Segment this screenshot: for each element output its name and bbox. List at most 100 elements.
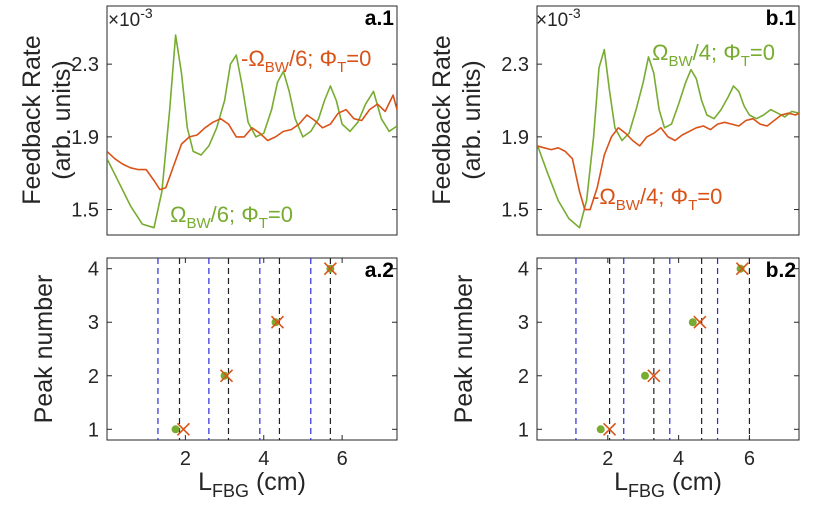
series-annotation-green: ΩBW/6; ΦT=0 [170,202,293,232]
x-tick-label: 2 [180,448,191,470]
panel-label: a.2 [365,259,394,282]
peak-cross [176,422,190,436]
annotation-prefix: Ω [652,40,668,65]
x-axis-label: LFBG (cm) [198,468,306,501]
series-annotation-red: -ΩBW/4; ΦT=0 [592,184,722,214]
peak-cross [270,315,285,329]
x-tick-label: 6 [744,448,755,470]
peak-cross [603,422,617,436]
y-multiplier: ×10-3 [536,5,581,31]
annotation-suffix: =0 [697,184,722,209]
y-axis-label: Feedback Rate(arb. units) [428,35,486,205]
x-axis-label-main: L [198,468,212,496]
peak-dot [220,371,229,380]
x-tick-label: 6 [337,448,348,470]
annotation-prefix: Ω [170,202,186,227]
series-annotation-green: ΩBW/4; ΦT=0 [652,40,775,70]
axes-box [536,257,800,441]
peak-dot [171,425,180,434]
multiplier-base: ×10 [536,10,568,31]
x-tick-label: 4 [673,448,684,470]
series-group [537,48,799,229]
annotation-subscript: BW [668,53,693,70]
peak-cross [647,369,661,383]
x-axis-label-subscript: FBG [212,481,249,501]
annotation-subscript: BW [265,59,290,76]
series-line-red [107,94,397,191]
panel-label: b.1 [766,7,797,30]
panel-b1: 1.5 1.9 2.3 b.1 ×10-3 Feedback Rate(arb. unit… [428,5,800,236]
y-multiplier: ×10-3 [108,5,153,31]
y-tick-label: 3 [88,312,99,334]
y-tick-label: 1.5 [71,200,99,222]
annotation-mid: /6; Φ [289,46,337,71]
annotation-subscript-2: T [741,53,750,70]
y-tick-label: 2 [88,366,99,388]
panel-label: b.2 [766,259,796,282]
peak-dot [736,264,745,273]
peak-dot [596,425,605,434]
y-tick-label: 1.5 [501,200,529,222]
y-tick-label: 3 [518,312,529,334]
multiplier-base: ×10 [108,10,140,31]
annotation-suffix: =0 [268,202,293,227]
y-tick-label: 1.9 [71,127,99,149]
panel-a1: 1.5 1.9 2.3 a.1 ×10-3 Feedback Rate(arb. unit… [18,5,398,236]
peak-cross [219,369,234,383]
y-tick-label: 4 [88,259,99,281]
annotation-suffix: =0 [346,46,371,71]
x-tick-label: 2 [602,448,613,470]
annotation-mid: /4; Φ [693,40,741,65]
peak-cross [323,262,337,276]
panel-a2: 1 2 3 4 2 4 6 a.2 Peak number LFBG (cm) [30,257,398,501]
series-annotation-red: -ΩBW/6; ΦT=0 [241,46,371,76]
panel-label: a.1 [365,7,395,30]
annotation-subscript: BW [186,215,211,232]
x-axis-label-unit: (cm) [249,468,306,496]
peak-dot [271,318,280,327]
annotation-mid: /6; Φ [211,202,259,227]
y-axis-label-line2: (arb. units) [458,60,486,179]
axes-box [106,5,398,236]
axes-box [106,257,398,441]
y-tick-label: 1.9 [501,127,529,149]
annotation-prefix: -Ω [241,46,265,71]
y-axis-label: Peak number [30,275,58,424]
x-axis-label-main: L [614,468,628,496]
annotation-prefix: -Ω [592,184,616,209]
y-axis-label-line1: Feedback Rate [18,35,46,205]
series-line-red [537,112,799,211]
y-tick-label: 1 [88,419,99,441]
y-axis-label-line1: Feedback Rate [428,35,456,205]
y-axis-label-line2: (arb. units) [48,60,76,179]
peak-cross [693,315,707,329]
y-axis-label: Peak number [450,275,478,424]
series-line-green [537,48,799,229]
annotation-mid: /4; Φ [640,184,688,209]
x-axis-label-unit: (cm) [665,468,722,496]
y-tick-label: 2 [518,366,529,388]
annotation-subscript-2: T [688,197,697,214]
multiplier-exponent: -3 [568,5,581,21]
x-tick-label: 4 [258,448,269,470]
y-axis-label: Feedback Rate(arb. units) [18,35,76,205]
peak-dot [640,371,649,380]
series-line-green [107,34,397,229]
annotation-subscript: BW [616,197,641,214]
peak-dot [688,318,697,327]
annotation-subscript-2: T [259,215,268,232]
y-tick-label: 1 [518,419,529,441]
annotation-suffix: =0 [750,40,775,65]
x-axis-label: LFBG (cm) [614,468,722,501]
peak-cross [735,262,749,276]
y-tick-label: 4 [518,259,529,281]
panel-b2: 1 2 3 4 2 4 6 b.2 Peak number LFBG (cm) [450,257,800,501]
axes-box [536,5,800,236]
y-tick-label: 2.3 [71,54,99,76]
x-axis-label-subscript: FBG [628,481,665,501]
multiplier-exponent: -3 [140,5,153,21]
y-tick-label: 2.3 [501,54,529,76]
annotation-subscript-2: T [337,59,346,76]
series-group [107,34,397,229]
